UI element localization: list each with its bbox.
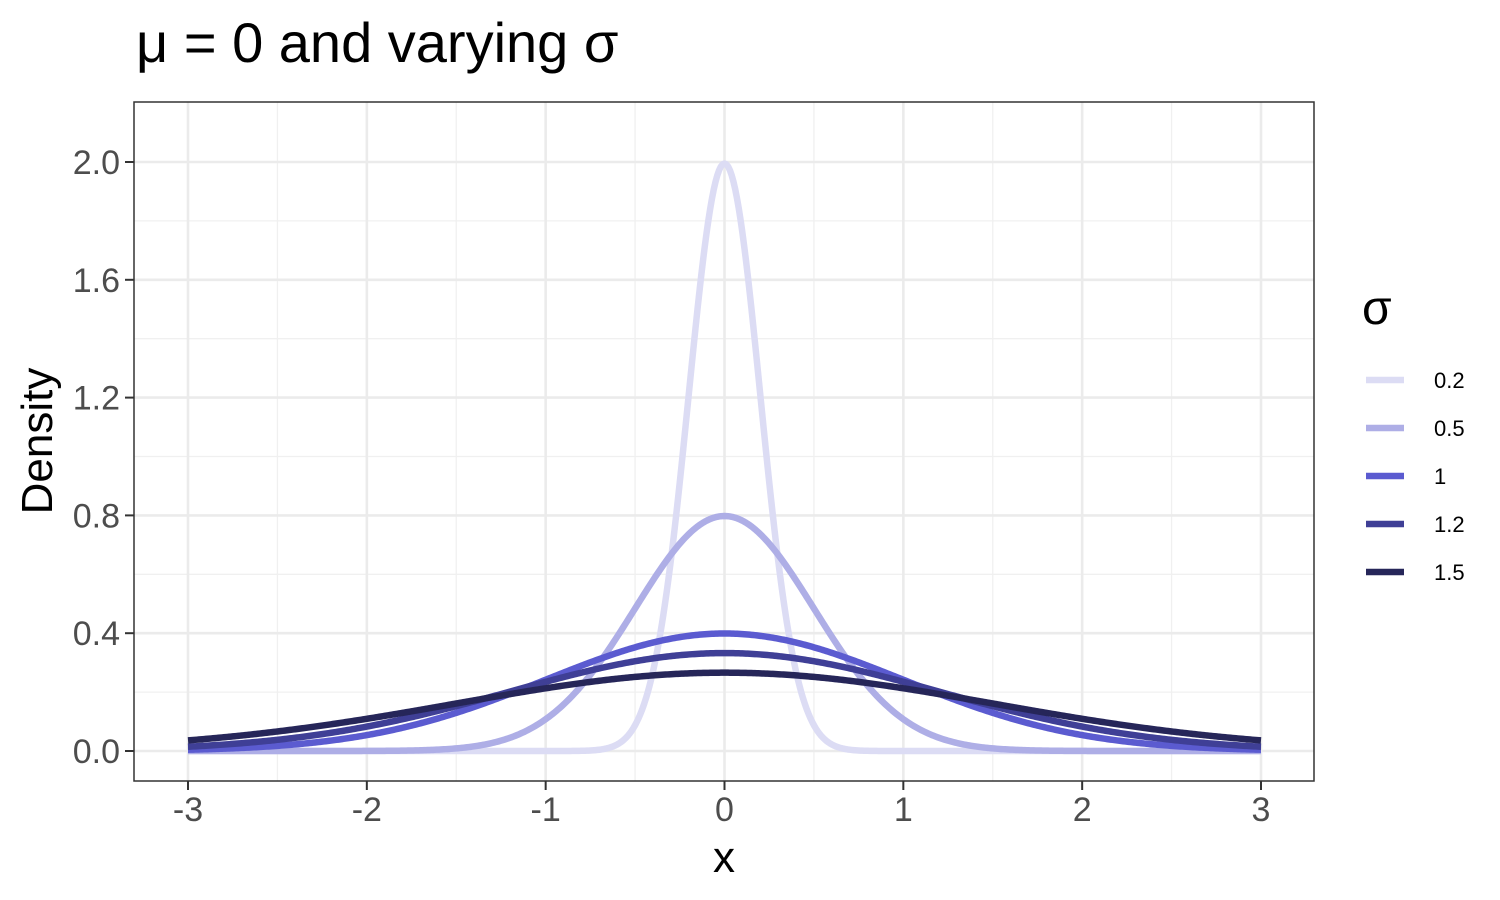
x-tick-label: 1 [894, 791, 913, 829]
x-tick-label: -1 [531, 791, 561, 829]
y-axis-title: Density [13, 368, 62, 515]
y-tick-label: 1.2 [73, 380, 120, 418]
legend-label: 1 [1434, 464, 1446, 489]
density-line-sigma-0.5 [186, 512, 1263, 755]
legend-label: 1.2 [1434, 512, 1465, 537]
y-tick-label: 0.0 [73, 733, 120, 771]
density-line-sigma-1.5 [186, 669, 1263, 744]
x-tick-label: 3 [1252, 791, 1271, 829]
y-tick-label: 1.6 [73, 262, 120, 300]
legend-label: 0.2 [1434, 368, 1465, 393]
legend-label: 1.5 [1434, 560, 1465, 585]
y-axis: 0.0 0.4 0.8 1.2 1.6 2.0 [73, 144, 134, 771]
x-axis-title: x [713, 833, 735, 882]
x-tick-label: 2 [1073, 791, 1092, 829]
y-tick-label: 0.8 [73, 497, 120, 535]
x-axis: -3 -2 -1 0 1 2 3 [173, 781, 1271, 829]
y-tick-label: 2.0 [73, 144, 120, 182]
density-line-sigma-1.2 [186, 649, 1263, 750]
x-tick-label: -3 [173, 791, 203, 829]
density-curves [186, 160, 1263, 755]
x-tick-label: 0 [715, 791, 734, 829]
legend: σ 0.2 0.5 1 1.2 1.5 [1362, 282, 1465, 585]
legend-label: 0.5 [1434, 416, 1465, 441]
chart-title: μ = 0 and varying σ [136, 11, 618, 74]
y-tick-label: 0.4 [73, 615, 120, 653]
x-tick-label: -2 [352, 791, 382, 829]
legend-title: σ [1362, 282, 1392, 335]
density-line-sigma-1 [186, 630, 1263, 753]
